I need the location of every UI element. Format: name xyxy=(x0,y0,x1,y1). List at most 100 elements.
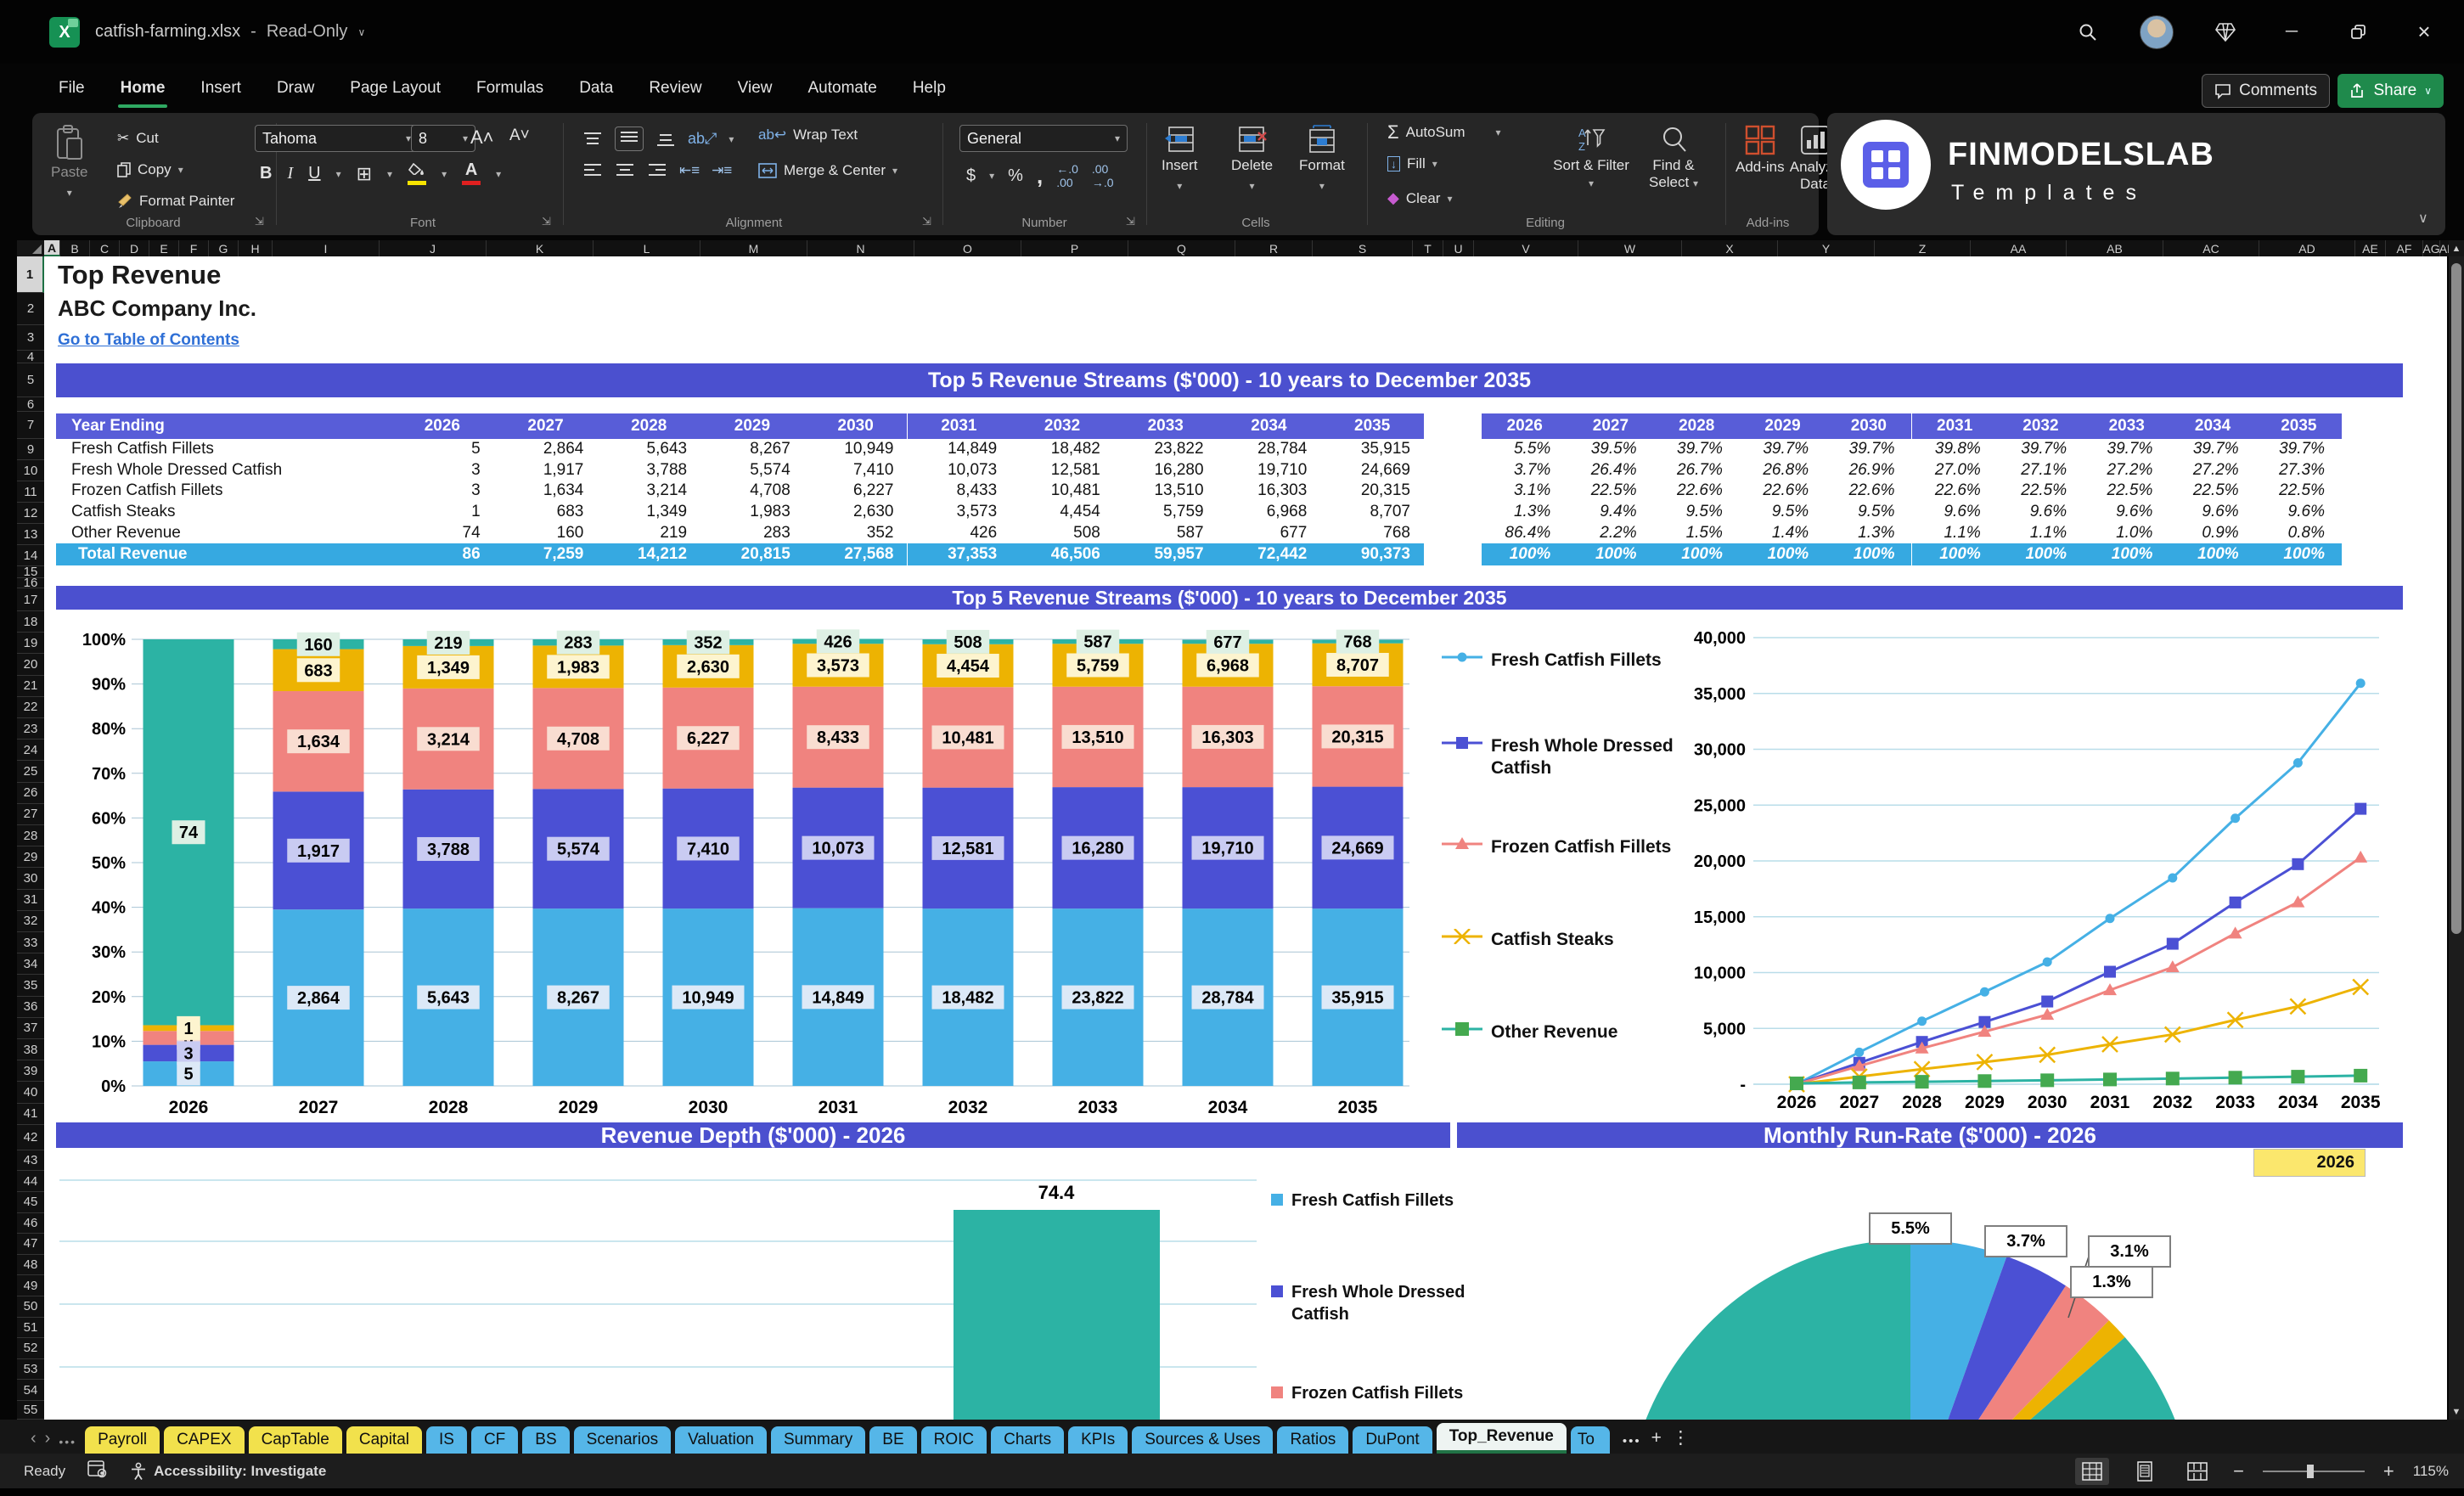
line-legend-item[interactable]: Other Revenue xyxy=(1442,1021,1696,1043)
pct-value[interactable]: 27.0% xyxy=(1934,460,1981,479)
number-dialog-launcher[interactable]: ⇲ xyxy=(1126,215,1135,228)
year-header[interactable]: 2030 xyxy=(803,413,908,439)
line-legend-item[interactable]: Fresh Catfish Fillets xyxy=(1442,650,1696,672)
year-header[interactable]: 2027 xyxy=(493,413,598,439)
sheet-tab-payroll[interactable]: Payroll xyxy=(85,1426,160,1454)
decrease-font-icon[interactable]: A˅ xyxy=(509,127,530,144)
pct-total-value[interactable]: 100% xyxy=(1997,543,2084,565)
menu-tab-formulas[interactable]: Formulas xyxy=(476,79,544,97)
copy-button[interactable]: Copy ▾ xyxy=(117,161,183,178)
row-header-52[interactable]: 52 xyxy=(17,1338,44,1359)
total-revenue-label[interactable]: Total Revenue xyxy=(56,543,391,565)
revenue-value[interactable]: 28,784 xyxy=(1257,440,1308,458)
revenue-value[interactable]: 24,669 xyxy=(1360,460,1410,479)
pct-year-header[interactable]: 2030 xyxy=(1825,413,1912,439)
pct-value[interactable]: 1.5% xyxy=(1685,523,1723,542)
row-header-36[interactable]: 36 xyxy=(17,996,44,1018)
pct-value[interactable]: 39.7% xyxy=(2021,440,2067,458)
row-header-30[interactable]: 30 xyxy=(17,868,44,890)
pct-value[interactable]: 27.3% xyxy=(2279,460,2325,479)
title-chevron-icon[interactable]: ∨ xyxy=(357,25,366,38)
row-header-34[interactable]: 34 xyxy=(17,953,44,976)
pct-value[interactable]: 22.6% xyxy=(1934,481,1981,500)
row-header-17[interactable]: 17 xyxy=(17,588,44,611)
revenue-value[interactable]: 508 xyxy=(1073,523,1100,542)
minimize-button[interactable]: ─ xyxy=(2285,22,2298,41)
zoom-slider[interactable] xyxy=(2262,1464,2365,1478)
pct-value[interactable]: 27.2% xyxy=(2192,460,2239,479)
format-painter-button[interactable]: Format Painter xyxy=(117,193,234,210)
revenue-value[interactable]: 14,849 xyxy=(948,440,998,458)
sheet-tab-summary[interactable]: Summary xyxy=(770,1426,866,1454)
column-header-I[interactable]: I xyxy=(273,240,380,256)
column-header-U[interactable]: U xyxy=(1443,240,1474,256)
normal-view-button[interactable] xyxy=(2075,1457,2110,1485)
merge-center-button[interactable]: Merge & Center ▾ xyxy=(758,162,897,179)
font-size-select[interactable]: 8 ▾ xyxy=(411,125,475,152)
tabs-scroll-left-icon[interactable]: ‹ xyxy=(31,1429,37,1448)
column-header-S[interactable]: S xyxy=(1313,240,1413,256)
year-header[interactable]: 2034 xyxy=(1217,413,1321,439)
revenue-value[interactable]: 16,280 xyxy=(1154,460,1204,479)
zoom-out-button[interactable]: − xyxy=(2233,1459,2244,1482)
row-header-9[interactable]: 9 xyxy=(17,439,44,460)
pct-value[interactable]: 1.3% xyxy=(1858,523,1895,542)
sheet-tab-roic[interactable]: ROIC xyxy=(920,1426,987,1454)
sheet-tab-capital[interactable]: Capital xyxy=(346,1426,422,1454)
sheet-tab-top-revenue[interactable]: Top_Revenue xyxy=(1436,1423,1567,1454)
pct-year-header[interactable]: 2031 xyxy=(1911,413,1998,439)
row-header-33[interactable]: 33 xyxy=(17,932,44,954)
row-header-40[interactable]: 40 xyxy=(17,1082,44,1104)
pct-year-header[interactable]: 2029 xyxy=(1739,413,1826,439)
sheet-options-icon[interactable]: ⋮ xyxy=(1671,1428,1690,1448)
pct-total-value[interactable]: 100% xyxy=(2169,543,2256,565)
row-header-13[interactable]: 13 xyxy=(17,524,44,545)
line-legend-item[interactable]: Fresh Whole Dressed Catfish xyxy=(1442,735,1696,779)
number-format-select[interactable]: General ▾ xyxy=(959,125,1128,152)
pct-value[interactable]: 1.1% xyxy=(2029,523,2067,542)
depth-legend-item[interactable]: Fresh Whole Dressed Catfish xyxy=(1271,1281,1517,1325)
row-header-23[interactable]: 23 xyxy=(17,718,44,740)
row-header-11[interactable]: 11 xyxy=(17,481,44,503)
total-revenue-value[interactable]: 27,568 xyxy=(803,543,908,565)
column-header-C[interactable]: C xyxy=(90,240,120,256)
pct-value[interactable]: 26.7% xyxy=(1677,460,1723,479)
row-header-44[interactable]: 44 xyxy=(17,1171,44,1192)
revenue-value[interactable]: 18,482 xyxy=(1050,440,1100,458)
pct-value[interactable]: 9.6% xyxy=(2116,503,2153,521)
borders-button[interactable]: ⊞ xyxy=(356,162,373,184)
select-all-corner[interactable] xyxy=(17,240,45,257)
depth-legend-item[interactable]: Fresh Catfish Fillets xyxy=(1271,1189,1517,1212)
year-header[interactable]: 2026 xyxy=(391,413,494,439)
total-revenue-value[interactable]: 90,373 xyxy=(1320,543,1424,565)
revenue-value[interactable]: 13,510 xyxy=(1154,481,1204,500)
pct-total-value[interactable]: 100% xyxy=(1482,543,1568,565)
column-header-AA[interactable]: AA xyxy=(1971,240,2067,256)
sheet-tab-kpis[interactable]: KPIs xyxy=(1068,1426,1128,1454)
menu-tab-file[interactable]: File xyxy=(59,79,85,97)
menu-tab-data[interactable]: Data xyxy=(579,79,614,97)
revenue-value[interactable]: 219 xyxy=(660,523,688,542)
row-header-20[interactable]: 20 xyxy=(17,654,44,676)
column-header-AC[interactable]: AC xyxy=(2163,240,2259,256)
year-header[interactable]: 2028 xyxy=(597,413,701,439)
zoom-in-button[interactable]: + xyxy=(2382,1459,2394,1482)
pct-value[interactable]: 22.5% xyxy=(1590,481,1637,500)
scroll-down-arrow[interactable]: ▼ xyxy=(2449,1403,2464,1420)
sheet-tab-bs[interactable]: BS xyxy=(522,1426,570,1454)
pct-total-value[interactable]: 100% xyxy=(1739,543,1826,565)
row-header-5[interactable]: 5 xyxy=(17,363,44,397)
revenue-value[interactable]: 6,968 xyxy=(1266,503,1308,521)
total-revenue-value[interactable]: 72,442 xyxy=(1217,543,1321,565)
year-header[interactable]: 2029 xyxy=(700,413,804,439)
revenue-value[interactable]: 587 xyxy=(1176,523,1204,542)
row-header-54[interactable]: 54 xyxy=(17,1380,44,1401)
add-ins-button[interactable]: Add-ins xyxy=(1735,125,1785,176)
column-header-AG[interactable]: AG xyxy=(2422,240,2440,256)
revenue-value[interactable]: 3 xyxy=(471,481,481,500)
user-avatar[interactable] xyxy=(2140,14,2174,49)
clear-button[interactable]: ◆ Clear ▾ xyxy=(1387,189,1453,206)
wrap-text-button[interactable]: ab↩ Wrap Text xyxy=(758,127,858,143)
pct-value[interactable]: 3.7% xyxy=(1513,460,1551,479)
pct-value[interactable]: 39.7% xyxy=(1677,440,1723,458)
